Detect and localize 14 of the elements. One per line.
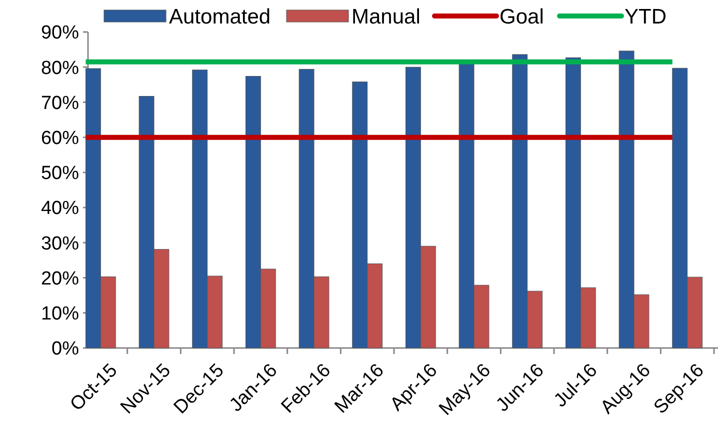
y-tick-label: 30% <box>40 233 80 254</box>
y-tick-label: 90% <box>40 22 80 44</box>
legend-label: YTD <box>624 5 666 28</box>
y-tick-label: 60% <box>40 128 80 149</box>
y-tick-label: 20% <box>40 268 80 290</box>
y-tick-label: 80% <box>40 58 80 79</box>
y-tick-label: 10% <box>40 304 80 325</box>
y-tick-label: 50% <box>40 163 80 184</box>
y-tick-label: 40% <box>40 198 80 220</box>
y-tick-label: 70% <box>40 92 80 114</box>
legend-label: Automated <box>169 5 271 28</box>
legend-label: Manual <box>352 5 420 28</box>
y-tick-label: 0% <box>52 338 80 360</box>
legend-label: Goal <box>500 5 544 28</box>
